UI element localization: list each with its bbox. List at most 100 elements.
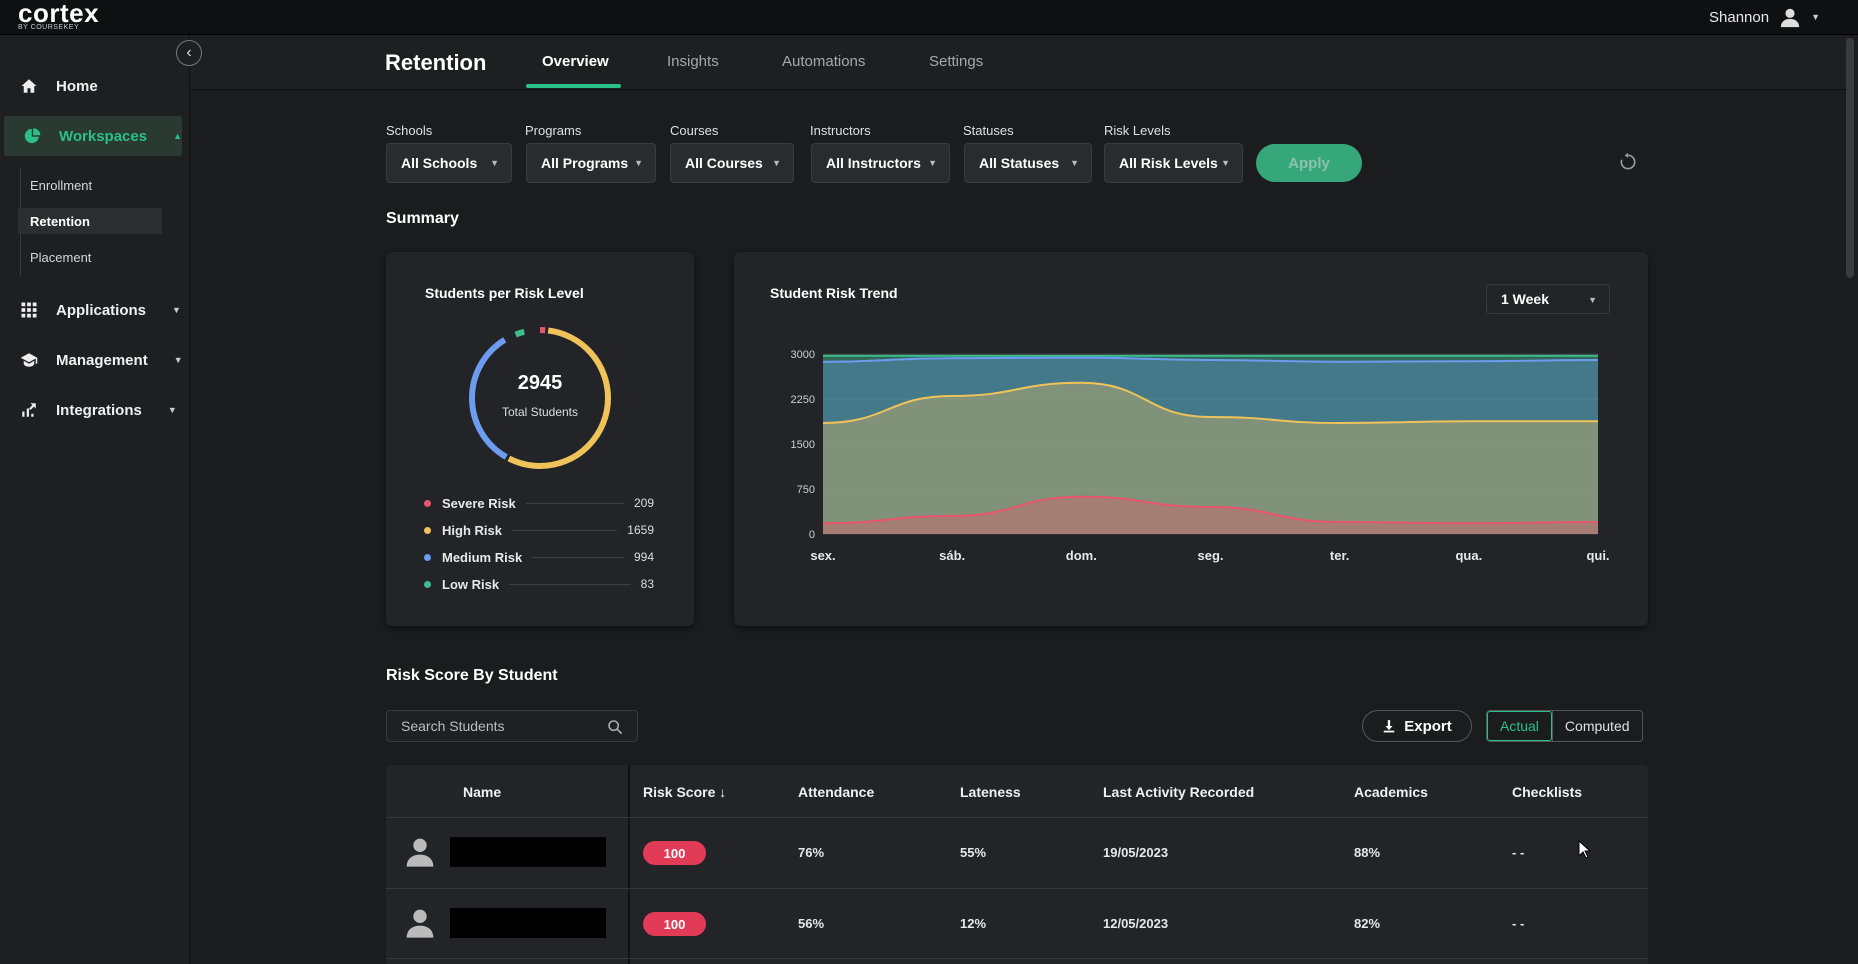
donut-segment-high-risk[interactable] [469,327,611,469]
legend-dot [424,580,431,588]
reset-icon[interactable] [1618,152,1638,172]
legend-dot [424,526,431,534]
area-series-3 [823,355,1598,534]
line-series-1[interactable] [822,381,1598,425]
column-header-lateness[interactable]: Lateness [960,784,1021,800]
x-tick-label: qui. [1586,548,1609,563]
last-activity-cell: 12/05/2023 [1103,916,1169,931]
redacted-student-name [450,837,606,867]
total-students-value: 2945 [517,372,563,394]
row-divider [386,817,1648,818]
academics-cell: 82% [1354,916,1381,931]
column-header-label: Risk Score [643,784,716,800]
tab-overview[interactable]: Overview [542,53,609,70]
column-header-last-activity[interactable]: Last Activity Recorded [1103,784,1255,800]
risk-score-badge: 100 [643,841,706,865]
risk-levels-select[interactable]: All Risk Levels ▼ [1104,143,1243,183]
programs-select[interactable]: All Programs ▼ [526,143,656,183]
chevron-down-icon: ▼ [1588,295,1597,305]
search-placeholder: Search Students [401,718,505,734]
filter-label-programs: Programs [525,123,582,138]
sidebar-item-home[interactable]: Home [0,66,190,106]
attendance-cell: 56% [798,916,825,931]
area-series-1 [823,382,1598,534]
sidebar-item-placement[interactable]: Placement [18,244,162,270]
legend-value: 1659 [627,523,654,537]
chevron-down-icon: ▼ [1221,158,1230,168]
donut-segment-severe-risk[interactable] [469,327,611,469]
trend-title: Student Risk Trend [770,285,898,301]
tab-settings[interactable]: Settings [929,53,984,70]
sidebar-item-applications[interactable]: Applications ▼ [0,290,190,330]
page-title: Retention [385,50,487,75]
instructors-select[interactable]: All Instructors ▼ [811,143,950,183]
lateness-cell: 12% [960,916,987,931]
legend-value: 83 [640,577,654,591]
column-header-academics[interactable]: Academics [1354,784,1428,800]
select-value: All Schools [401,155,478,171]
risk-score-badge: 100 [643,912,706,936]
y-tick-label: 0 [809,529,815,541]
collapse-sidebar-button[interactable]: ‹ [176,40,202,66]
attendance-cell: 76% [798,845,825,860]
sort-arrow-icon: ↓ [719,784,727,800]
page-scrollbar[interactable] [1846,38,1854,278]
trend-range-select[interactable]: 1 Week ▼ [1486,284,1610,314]
chevron-up-icon: ▲ [173,131,182,141]
tab-insights[interactable]: Insights [667,53,719,70]
export-button[interactable]: Export [1362,710,1472,742]
filter-label-statuses: Statuses [963,123,1014,138]
select-value: All Statuses [979,155,1060,171]
toggle-actual[interactable]: Actual [1487,711,1552,741]
risk-donut-chart [469,327,611,469]
sidebar-item-workspaces[interactable]: Workspaces ▲ [4,116,182,156]
donut-title: Students per Risk Level [425,285,584,301]
user-avatar-icon [406,909,434,938]
user-menu[interactable]: Shannon ▼ [1709,6,1820,28]
statuses-select[interactable]: All Statuses ▼ [964,143,1092,183]
download-icon [1383,720,1395,733]
tab-automations[interactable]: Automations [782,53,866,70]
line-series-0[interactable] [822,495,1599,525]
chevron-down-icon: ▼ [1811,12,1820,22]
y-tick-label: 2250 [791,394,815,406]
sidebar-item-enrollment[interactable]: Enrollment [18,172,162,198]
risk-score-title: Risk Score By Student [386,667,558,684]
sidebar-item-integrations[interactable]: Integrations ▼ [0,390,190,430]
schools-select[interactable]: All Schools ▼ [386,143,512,183]
y-tick-label: 750 [797,484,815,496]
x-tick-label: ter. [1330,548,1350,563]
graduation-cap-icon [20,353,38,367]
column-header-checklists[interactable]: Checklists [1512,784,1583,800]
line-series-2[interactable] [822,356,1599,363]
sidebar-item-retention[interactable]: Retention [18,208,162,234]
column-header-attendance[interactable]: Attendance [798,784,875,800]
toggle-computed[interactable]: Computed [1551,711,1642,741]
apply-button[interactable]: Apply [1256,144,1362,182]
legend-value: 209 [633,496,654,510]
sidebar-item-label: Management [56,351,148,369]
filter-label-courses: Courses [670,123,719,138]
legend-label: Medium Risk [442,549,523,565]
donut-segment-medium-risk[interactable] [469,327,611,469]
cortex-logo[interactable]: cortex BY COURSEKEY [18,0,99,31]
search-icon [608,720,623,735]
filter-label-risk-levels: Risk Levels [1104,123,1171,138]
mouse-cursor-icon [1578,840,1592,859]
sidebar [0,35,190,964]
chevron-down-icon: ▼ [1070,158,1079,168]
legend-dot [424,553,431,561]
user-name: Shannon [1709,8,1770,26]
y-tick-label: 3000 [791,349,815,361]
academics-cell: 88% [1354,845,1381,860]
legend-dot [424,499,431,507]
checklists-cell: - - [1512,845,1525,860]
search-students-input[interactable]: Search Students [386,710,638,742]
sidebar-item-management[interactable]: Management ▼ [0,340,190,380]
courses-select[interactable]: All Courses ▼ [670,143,794,183]
column-header-risk-score[interactable]: Risk Score ↓ [643,784,726,800]
column-header-name[interactable]: Name [463,784,502,800]
user-avatar-icon [406,838,434,867]
lateness-cell: 55% [960,845,987,860]
active-tab-indicator [526,84,621,88]
